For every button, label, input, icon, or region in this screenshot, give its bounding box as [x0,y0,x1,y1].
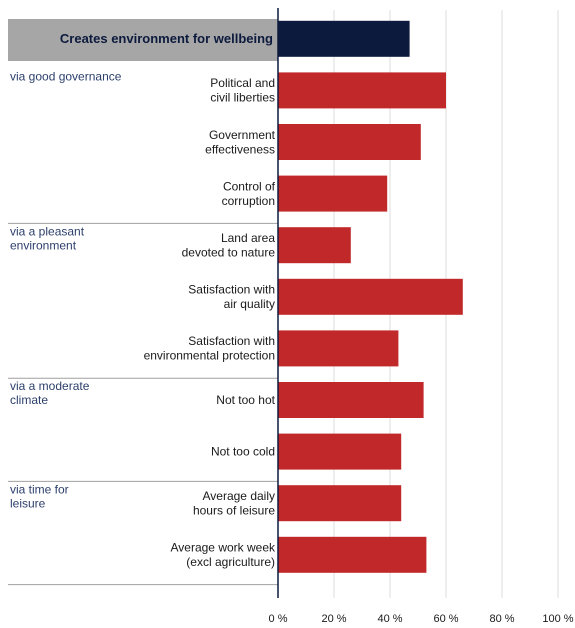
category-label: Average work week (excl agriculture) [171,541,276,570]
bar [278,278,463,315]
bar [278,175,388,212]
category-label: Control of corruption [222,179,276,208]
bar [278,20,410,57]
category-label: Satisfaction with environmental protectio… [144,334,275,363]
group-label: via time for leisure [10,482,69,510]
category-label: Not too cold [211,445,275,459]
bar [278,330,399,367]
highlight-category-label: Creates environment for wellbeing [60,31,273,46]
x-tick-label: 40 % [377,613,402,625]
x-tick-label: 0 % [269,613,288,625]
x-tick-label: 60 % [433,613,458,625]
bar [278,72,446,109]
bar [278,227,351,264]
category-label: Government effectiveness [205,128,275,157]
group-label: via a pleasant environment [10,224,85,252]
category-label: Political and civil liberties [210,76,275,105]
bar [278,124,421,160]
bar [278,382,424,418]
bar [278,485,402,522]
x-tick-label: 20 % [321,613,346,625]
category-label: Satisfaction with air quality [188,283,275,312]
category-label: Average daily hours of leisure [193,489,275,518]
group-label: via a moderate climate [10,379,90,407]
bar [278,433,402,470]
x-tick-label: 80 % [489,613,514,625]
category-label: Not too hot [216,393,275,407]
header-band [8,19,278,61]
group-label: via good governance [10,70,122,84]
bar [278,536,427,573]
x-tick-label: 100 % [542,613,573,625]
category-label: Land area devoted to nature [182,231,276,260]
